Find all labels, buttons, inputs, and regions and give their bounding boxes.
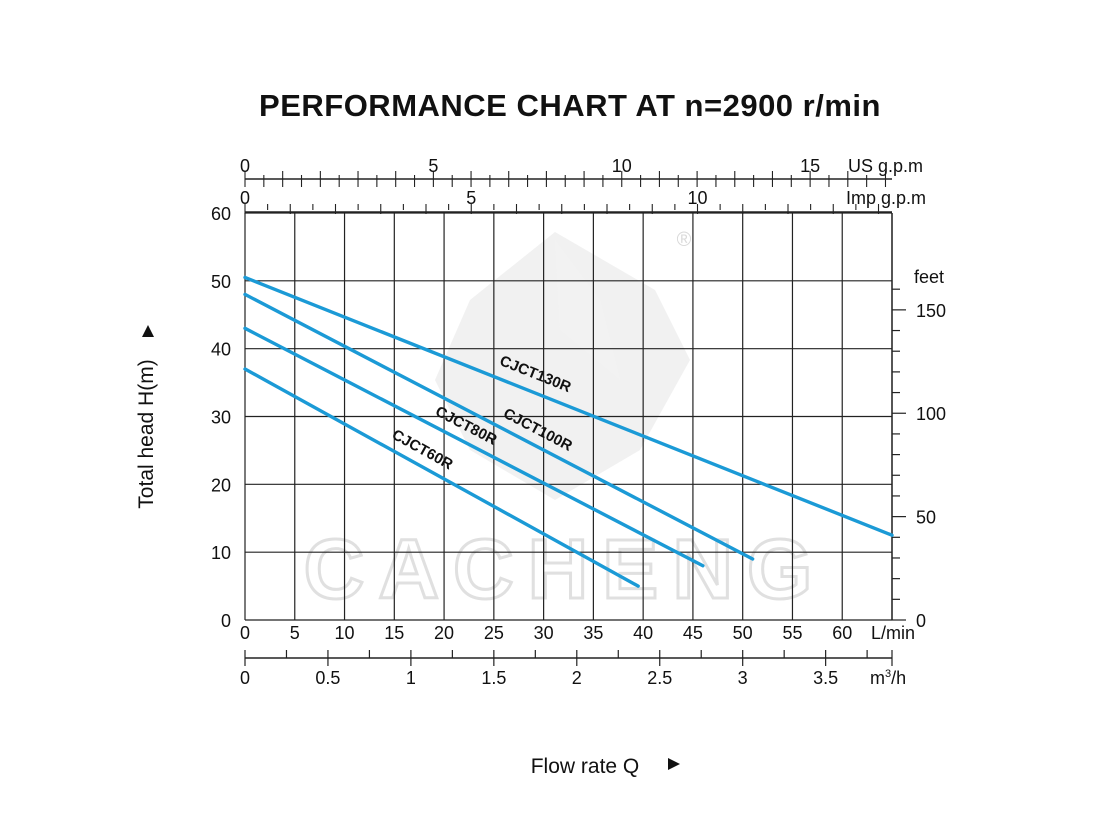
x-tick-label: 25 — [484, 623, 504, 643]
feet-tick-label: 50 — [916, 508, 936, 528]
imp-gpm-tick-label: 5 — [466, 188, 476, 208]
m3h-tick-label: 3 — [738, 668, 748, 688]
series-line-cjct130r — [243, 275, 894, 537]
m3h-tick-label: 2.5 — [647, 668, 672, 688]
x-tick-label: 55 — [782, 623, 802, 643]
x-tick-label: 10 — [335, 623, 355, 643]
watermark-logo: ® CACHENG — [302, 229, 827, 618]
feet-tick-label: 100 — [916, 404, 946, 424]
m3h-tick-label: 1 — [406, 668, 416, 688]
watermark-text: CACHENG — [304, 522, 827, 616]
watermark-logo-fin — [555, 240, 620, 380]
watermark-logo-mark — [435, 232, 690, 500]
series-line-cjct100r — [243, 292, 755, 561]
m3h-unit-base: m — [870, 668, 885, 688]
m3h-tick-label: 0 — [240, 668, 250, 688]
us-gpm-unit-label: US g.p.m — [848, 156, 923, 176]
x-axis-title: Flow rate Q — [531, 755, 640, 778]
y-tick-label: 0 — [221, 611, 231, 631]
y-axis-title: Total head H(m) — [135, 359, 158, 508]
x-tick-label: 50 — [733, 623, 753, 643]
y-tick-label: 40 — [211, 340, 231, 360]
series-line-cjct60r — [243, 367, 640, 588]
m3h-tick-label: 3.5 — [813, 668, 838, 688]
m3h-unit-rest: /h — [891, 668, 906, 688]
us-gpm-tick-label: 5 — [428, 156, 438, 176]
x-unit-label: L/min — [871, 623, 915, 643]
x-tick-label: 30 — [534, 623, 554, 643]
feet-tick-label: 0 — [916, 611, 926, 631]
y-tick-label: 60 — [211, 204, 231, 224]
x-tick-label: 15 — [384, 623, 404, 643]
chart-title: PERFORMANCE CHART AT n=2900 r/min — [259, 88, 881, 123]
x-tick-label: 45 — [683, 623, 703, 643]
m3h-tick-label: 2 — [572, 668, 582, 688]
m3h-tick-label: 1.5 — [481, 668, 506, 688]
x-axis-arrow-icon — [668, 758, 680, 770]
series-lines — [243, 275, 894, 588]
y-axis-arrow-icon — [142, 325, 154, 337]
m3h-unit-superscript: 3 — [885, 668, 891, 680]
x-tick-label: 5 — [290, 623, 300, 643]
imp-gpm-tick-label: 10 — [687, 188, 707, 208]
series-line-cjct80r — [243, 326, 705, 568]
watermark-registered-mark: ® — [677, 229, 692, 251]
y-tick-label: 30 — [211, 408, 231, 428]
x-tick-label: 20 — [434, 623, 454, 643]
us-gpm-tick-label: 10 — [612, 156, 632, 176]
y-tick-label: 20 — [211, 475, 231, 495]
x-tick-label: 35 — [583, 623, 603, 643]
imp-gpm-unit-label: Imp g.p.m — [846, 188, 926, 208]
us-gpm-tick-label: 0 — [240, 156, 250, 176]
imp-gpm-tick-label: 0 — [240, 188, 250, 208]
grid — [244, 212, 893, 621]
m3h-unit-label: m3/h — [870, 668, 906, 688]
feet-unit-label: feet — [914, 267, 944, 287]
y-tick-label: 10 — [211, 543, 231, 563]
x-tick-label: 60 — [832, 623, 852, 643]
feet-tick-label: 150 — [916, 301, 946, 321]
x-tick-label: 0 — [240, 623, 250, 643]
m3h-tick-label: 0.5 — [315, 668, 340, 688]
y-tick-label: 50 — [211, 272, 231, 292]
axes — [244, 171, 906, 666]
x-tick-label: 40 — [633, 623, 653, 643]
us-gpm-tick-label: 15 — [800, 156, 820, 176]
